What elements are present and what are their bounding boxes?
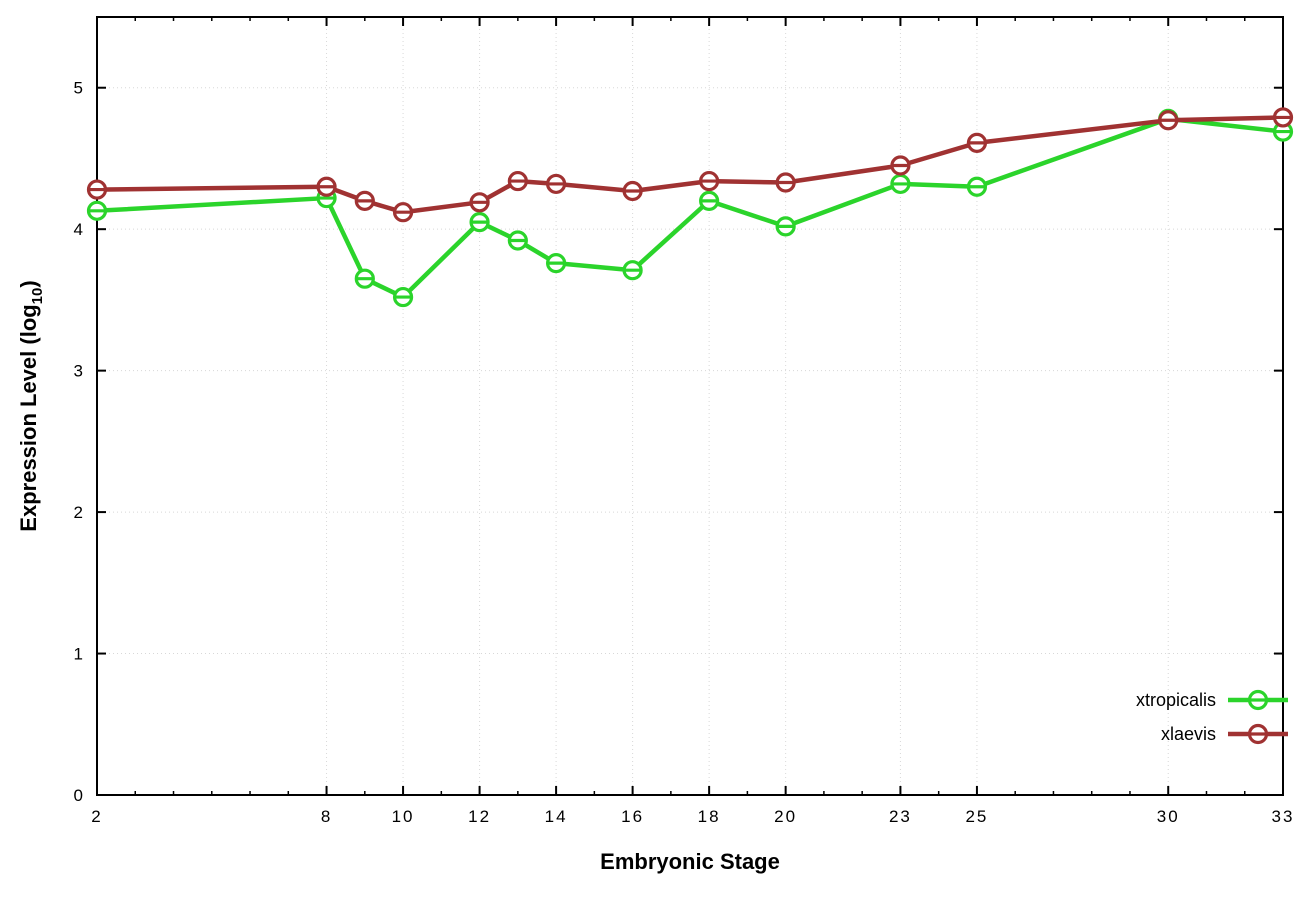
y-axis-label: Expression Level (log10) <box>16 280 46 531</box>
y-tick-label: 5 <box>74 79 83 98</box>
x-tick-label: 23 <box>889 807 912 826</box>
x-tick-label: 8 <box>321 807 332 826</box>
legend-item-xlaevis: xlaevis <box>1161 723 1288 745</box>
y-tick-label: 0 <box>74 786 83 805</box>
legend-item-xtropicalis: xtropicalis <box>1136 689 1288 711</box>
x-tick-label: 12 <box>468 807 491 826</box>
axis-ticks <box>96 17 1284 796</box>
legend-label: xlaevis <box>1161 724 1216 744</box>
y-tick-label: 4 <box>74 220 83 239</box>
x-tick-label: 30 <box>1157 807 1180 826</box>
series-xlaevis <box>86 107 1294 223</box>
x-tick-label: 10 <box>392 807 415 826</box>
series-line-xlaevis <box>94 115 1286 215</box>
y-tick-label: 3 <box>74 362 83 381</box>
x-tick-label: 18 <box>698 807 721 826</box>
x-tick-label: 33 <box>1272 807 1295 826</box>
x-tick-label: 20 <box>774 807 797 826</box>
x-axis-label: Embryonic Stage <box>600 849 780 874</box>
x-tick-label: 14 <box>545 807 568 826</box>
legend-label: xtropicalis <box>1136 690 1216 710</box>
x-tick-label: 25 <box>965 807 988 826</box>
y-tick-label: 2 <box>74 503 83 522</box>
x-tick-label: 2 <box>91 807 102 826</box>
series-line-xtropicalis <box>94 116 1286 300</box>
grid-lines <box>96 17 1284 796</box>
x-tick-label: 16 <box>621 807 644 826</box>
series-xtropicalis <box>86 108 1294 308</box>
y-tick-label: 1 <box>74 645 83 664</box>
legend: xtropicalis xlaevis <box>1136 689 1288 745</box>
plot-border <box>96 16 1284 796</box>
